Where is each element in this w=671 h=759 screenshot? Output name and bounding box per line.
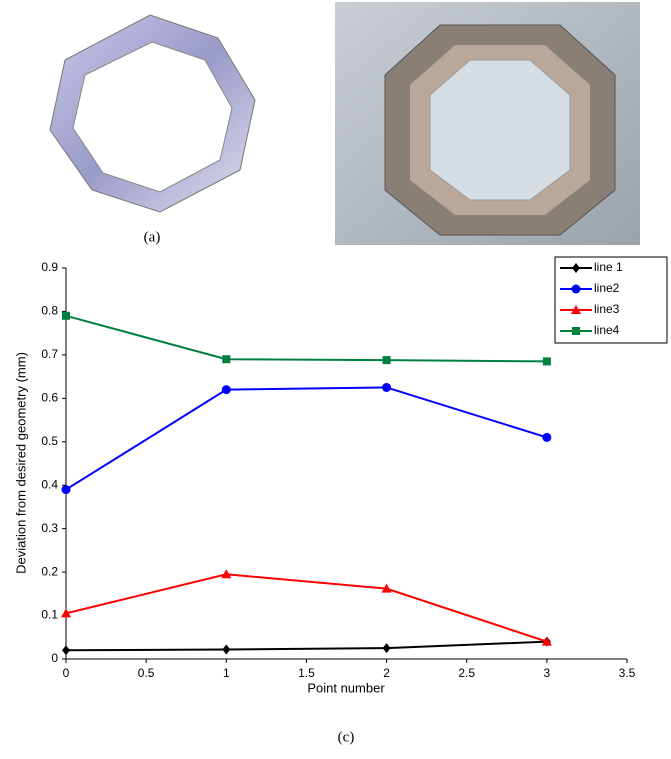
x-tick-label: 1: [223, 666, 230, 680]
point: [222, 644, 230, 654]
y-tick-label: 0.8: [41, 304, 58, 318]
x-tick-label: 2: [383, 666, 390, 680]
photo: [335, 2, 640, 245]
legend-marker: [572, 285, 581, 294]
x-tick-label: 0: [63, 666, 70, 680]
y-tick-label: 0.3: [41, 521, 58, 535]
legend-label: line4: [594, 323, 620, 337]
point: [542, 433, 551, 442]
y-tick-label: 0.6: [41, 391, 58, 405]
figure: (a) Deviation from desired geometry (mm)…: [0, 0, 671, 759]
series-line: [66, 316, 547, 362]
y-tick-label: 0.9: [41, 260, 58, 274]
point: [62, 485, 71, 494]
point: [543, 357, 551, 365]
y-tick-label: 0.2: [41, 564, 58, 578]
legend-label: line 1: [594, 260, 623, 274]
point: [382, 383, 391, 392]
series-line: [66, 642, 547, 651]
legend-label: line3: [594, 302, 620, 316]
series-line: [66, 387, 547, 489]
panel-label: (a): [144, 229, 161, 245]
legend-marker: [572, 327, 580, 335]
point: [383, 356, 391, 364]
y-tick-label: 0.4: [41, 477, 58, 491]
point: [62, 645, 70, 655]
y-axis-title: Deviation from desired geometry (mm): [13, 352, 28, 574]
ring-drawing: [50, 15, 255, 212]
y-tick-label: 0.7: [41, 347, 58, 361]
x-tick-label: 3.5: [619, 666, 636, 680]
y-tick-label: 0.5: [41, 434, 58, 448]
panel-label: (c): [338, 729, 355, 745]
x-axis-title: Point number: [307, 680, 385, 695]
series-line: [66, 574, 547, 641]
legend-label: line2: [594, 281, 620, 295]
y-tick-label: 0: [51, 651, 58, 665]
x-tick-label: 0.5: [138, 666, 155, 680]
x-tick-label: 1.5: [298, 666, 315, 680]
x-tick-label: 2.5: [458, 666, 475, 680]
point: [62, 312, 70, 320]
x-tick-label: 3: [544, 666, 551, 680]
point: [222, 355, 230, 363]
point: [222, 385, 231, 394]
y-tick-label: 0.1: [41, 608, 58, 622]
point: [383, 643, 391, 653]
